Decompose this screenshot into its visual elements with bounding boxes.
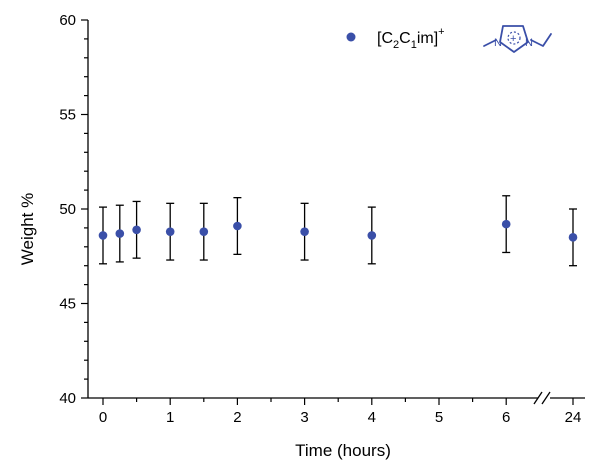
data-point (501, 219, 511, 229)
data-point (568, 233, 578, 242)
y-tick-label: 60 (59, 12, 76, 29)
axis-break-mark (541, 391, 551, 405)
x-tick-label: 1 (166, 409, 174, 426)
y-axis-title: Weight % (18, 193, 37, 265)
x-axis-title: Time (hours) (295, 441, 391, 460)
legend-marker (346, 32, 356, 42)
x-tick-label: 24 (565, 409, 582, 426)
data-point (300, 227, 309, 236)
structure-n-right: N (525, 37, 533, 49)
data-point (233, 221, 242, 231)
data-points (98, 195, 578, 267)
data-point (199, 227, 209, 236)
structure-n-left: N (494, 37, 502, 49)
data-point (165, 227, 175, 236)
y-tick-label: 50 (59, 201, 76, 218)
data-point (98, 231, 108, 240)
imidazolium-structure-icon (483, 25, 552, 53)
y-tick-label: 40 (59, 390, 76, 407)
x-tick-label: 0 (99, 409, 107, 426)
x-tick-label: 4 (368, 409, 376, 426)
legend: [C2C1im]+ N N + (346, 25, 552, 53)
axis-break-mark (533, 391, 543, 405)
x-tick-label: 3 (300, 409, 308, 426)
structure-charge: + (510, 33, 516, 45)
data-point (115, 229, 125, 238)
data-point (367, 231, 377, 240)
x-tick-label: 2 (233, 409, 241, 426)
x-tick-label: 5 (435, 409, 443, 426)
data-point (132, 225, 141, 235)
y-tick-label: 55 (59, 107, 76, 124)
legend-label: [C2C1im]+ (377, 26, 445, 51)
y-tick-label: 45 (59, 296, 76, 313)
x-tick-label: 6 (502, 409, 510, 426)
